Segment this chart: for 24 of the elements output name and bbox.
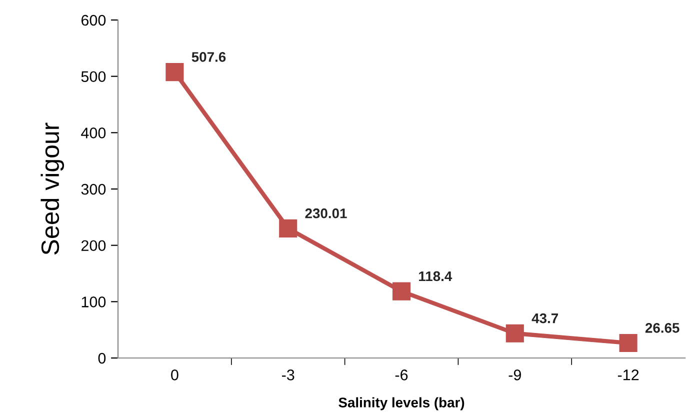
data-label: 43.7 [532,313,558,324]
x-tick-label: -9 [508,370,521,380]
point [392,282,411,300]
x-tick-label: -3 [282,370,294,380]
point [506,324,524,342]
data-label: 26.65 [645,322,680,333]
data-label: 230.01 [305,208,347,218]
point [166,63,184,82]
y-tick-label: 600 [81,14,106,26]
y-tick-label: 200 [81,240,106,252]
x-tick-label: -6 [395,370,408,380]
y-tick-label: 100 [82,296,106,308]
x-tick-label: 0 [171,370,178,380]
x-tick-label: -12 [618,370,639,380]
point [279,219,298,238]
point [619,334,638,352]
y-tick-label: 500 [81,71,106,82]
y-tick-label: 300 [81,184,106,195]
x-axis-title: Salinity levels (bar) [338,397,464,410]
data-label: 118.4 [419,271,452,282]
y-tick-label: 400 [81,128,106,138]
y-tick-label: 0 [98,352,106,364]
data-label: 507.6 [192,52,226,62]
y-axis-title: Seed vigour [40,122,64,255]
